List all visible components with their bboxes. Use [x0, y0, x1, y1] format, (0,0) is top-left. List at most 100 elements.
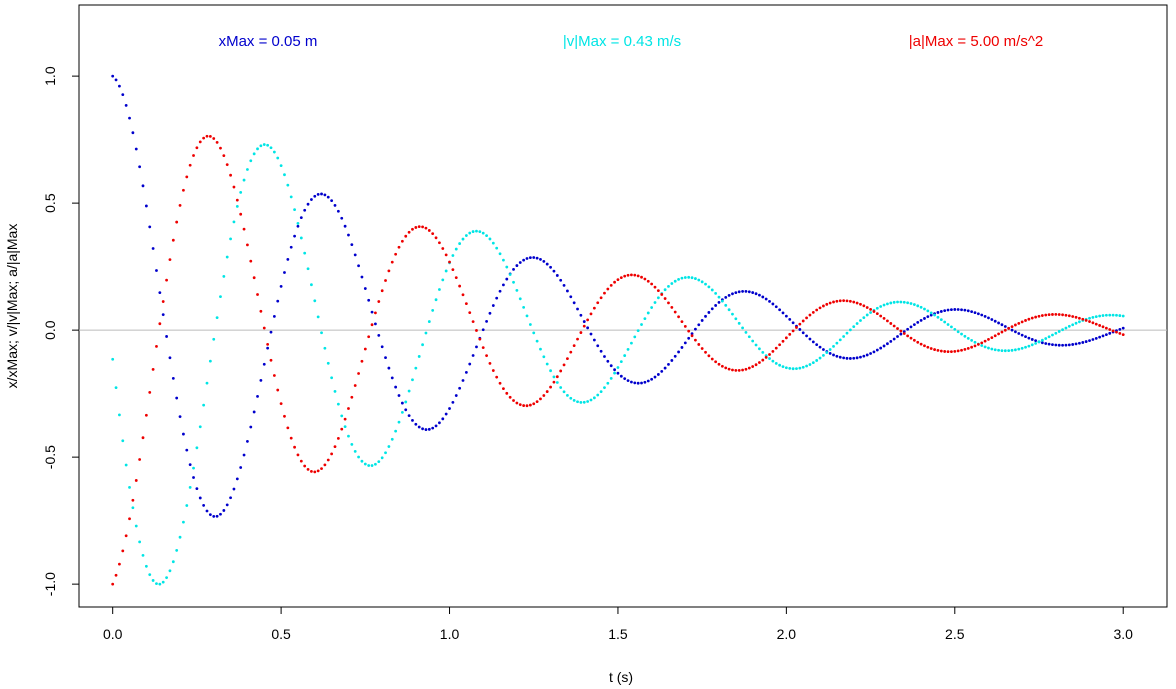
point-a — [232, 185, 236, 189]
point-a — [727, 367, 731, 371]
point-x — [468, 362, 472, 366]
point-x — [225, 503, 229, 507]
point-v — [1047, 335, 1051, 339]
point-v — [1101, 314, 1105, 317]
point-v — [741, 326, 744, 330]
y-tick-label: -1.0 — [42, 572, 58, 596]
point-a — [134, 479, 138, 482]
point-a — [586, 318, 590, 322]
point-x — [1088, 339, 1091, 342]
point-v — [316, 315, 320, 319]
point-a — [788, 332, 792, 336]
point-a — [148, 390, 152, 394]
point-x — [357, 264, 360, 268]
point-v — [1034, 341, 1038, 345]
point-a — [478, 337, 482, 341]
point-a — [663, 297, 667, 300]
point-x — [562, 284, 566, 287]
point-v — [1003, 349, 1007, 353]
point-v — [670, 282, 674, 285]
point-x — [313, 194, 317, 198]
point-a — [222, 154, 226, 158]
point-x — [576, 307, 579, 311]
point-v — [1054, 331, 1058, 335]
point-x — [242, 453, 246, 457]
point-x — [1074, 342, 1078, 346]
point-v — [576, 400, 579, 404]
point-x — [751, 291, 755, 294]
point-x — [1071, 343, 1075, 346]
point-v — [687, 275, 691, 279]
point-a — [182, 188, 185, 192]
point-x — [943, 309, 947, 313]
point-x — [899, 332, 903, 336]
point-v — [421, 343, 424, 347]
point-a — [340, 427, 344, 431]
point-a — [936, 349, 940, 352]
point-v — [939, 318, 943, 322]
point-a — [144, 413, 148, 417]
point-x — [687, 336, 691, 340]
point-a — [387, 269, 391, 273]
point-v — [973, 340, 977, 344]
point-a — [566, 357, 569, 361]
point-a — [1024, 319, 1027, 322]
point-x — [741, 290, 744, 293]
point-x — [161, 313, 165, 317]
point-a — [488, 361, 492, 365]
point-a — [707, 354, 711, 358]
point-x — [828, 351, 832, 355]
point-a — [761, 358, 765, 362]
point-a — [956, 349, 960, 353]
point-v — [606, 381, 610, 385]
point-v — [896, 300, 899, 304]
point-x — [114, 78, 118, 82]
point-a — [677, 315, 680, 319]
point-x — [781, 311, 785, 315]
point-x — [239, 466, 243, 469]
x-axis: 0.0 0.5 1.0 1.5 2.0 2.5 3.0 — [103, 607, 1133, 642]
point-v — [286, 183, 290, 187]
point-x — [926, 315, 930, 319]
point-a — [687, 329, 691, 333]
point-v — [360, 459, 364, 463]
point-x — [215, 514, 219, 518]
point-v — [980, 344, 984, 347]
point-v — [909, 302, 913, 305]
point-v — [828, 348, 832, 351]
point-v — [1121, 314, 1125, 318]
point-x — [1000, 323, 1004, 327]
plot-frame — [78, 4, 1168, 608]
point-x — [208, 513, 212, 517]
point-a — [704, 350, 707, 354]
point-a — [640, 275, 643, 279]
point-a — [1020, 320, 1024, 324]
point-v — [683, 276, 687, 279]
point-x — [1003, 325, 1007, 328]
point-a — [549, 385, 552, 389]
point-v — [747, 335, 751, 339]
point-x — [377, 334, 381, 337]
point-v — [1010, 348, 1014, 352]
y-axis-label: x/xMax; v/|v|Max; a/|a|Max — [4, 224, 20, 389]
point-v — [650, 306, 654, 309]
point-a — [1071, 315, 1075, 318]
point-a — [643, 277, 647, 281]
point-v — [1020, 346, 1024, 350]
point-a — [1034, 315, 1038, 319]
point-x — [336, 209, 340, 213]
point-v — [673, 279, 677, 283]
point-v — [919, 305, 923, 309]
point-a — [475, 329, 478, 332]
point-v — [161, 580, 165, 584]
point-x — [144, 204, 148, 208]
point-a — [252, 276, 256, 280]
point-x — [919, 318, 923, 322]
point-a — [697, 343, 701, 346]
point-v — [1067, 324, 1071, 328]
point-v — [936, 315, 940, 319]
point-x — [485, 320, 488, 323]
point-v — [869, 311, 872, 314]
point-v — [596, 393, 600, 397]
point-x — [636, 381, 640, 385]
